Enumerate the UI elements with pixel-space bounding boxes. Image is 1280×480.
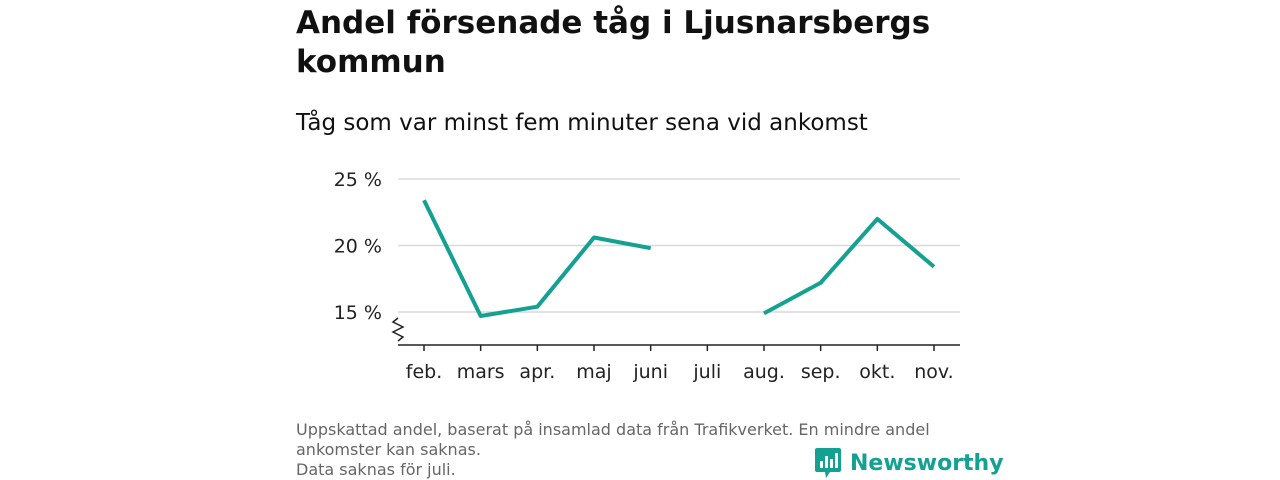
footnote-source: Uppskattad andel, baserat på insamlad da… [296, 420, 930, 459]
newsworthy-logo-icon [815, 448, 841, 478]
series-line [763, 216, 936, 316]
x-tick-label: maj [576, 361, 611, 383]
brand-name: Newsworthy [850, 450, 1004, 476]
x-tick-label: nov. [914, 361, 953, 383]
x-tick-label: apr. [519, 361, 555, 383]
x-tick-label: feb. [406, 361, 442, 383]
x-tick-label: juni [632, 361, 668, 383]
x-tick-label: aug. [743, 361, 785, 383]
y-tick-label: 25 % [334, 169, 382, 191]
brand-logo: Newsworthy [814, 446, 1004, 480]
y-tick-label: 15 % [334, 302, 382, 324]
x-tick-label: sep. [801, 361, 841, 383]
chart-subtitle: Tåg som var minst fem minuter sena vid a… [296, 110, 868, 136]
x-tick-label: juli [692, 361, 721, 383]
y-tick-label: 20 % [334, 236, 382, 258]
chart-title: Andel försenade tåg i Ljusnarsbergs komm… [296, 5, 931, 80]
series-line [422, 199, 652, 318]
x-tick-label: mars [457, 361, 505, 383]
footnote: Uppskattad andel, baserat på insamlad da… [296, 420, 986, 480]
line-chart: 15 % 20 % 25 % feb. mars apr. maj juni juli aug. s… [334, 169, 960, 383]
x-tick-label: okt. [859, 361, 895, 383]
footnote-missing-data: Data saknas för juli. [296, 460, 456, 479]
y-axis-break-icon [391, 317, 405, 342]
